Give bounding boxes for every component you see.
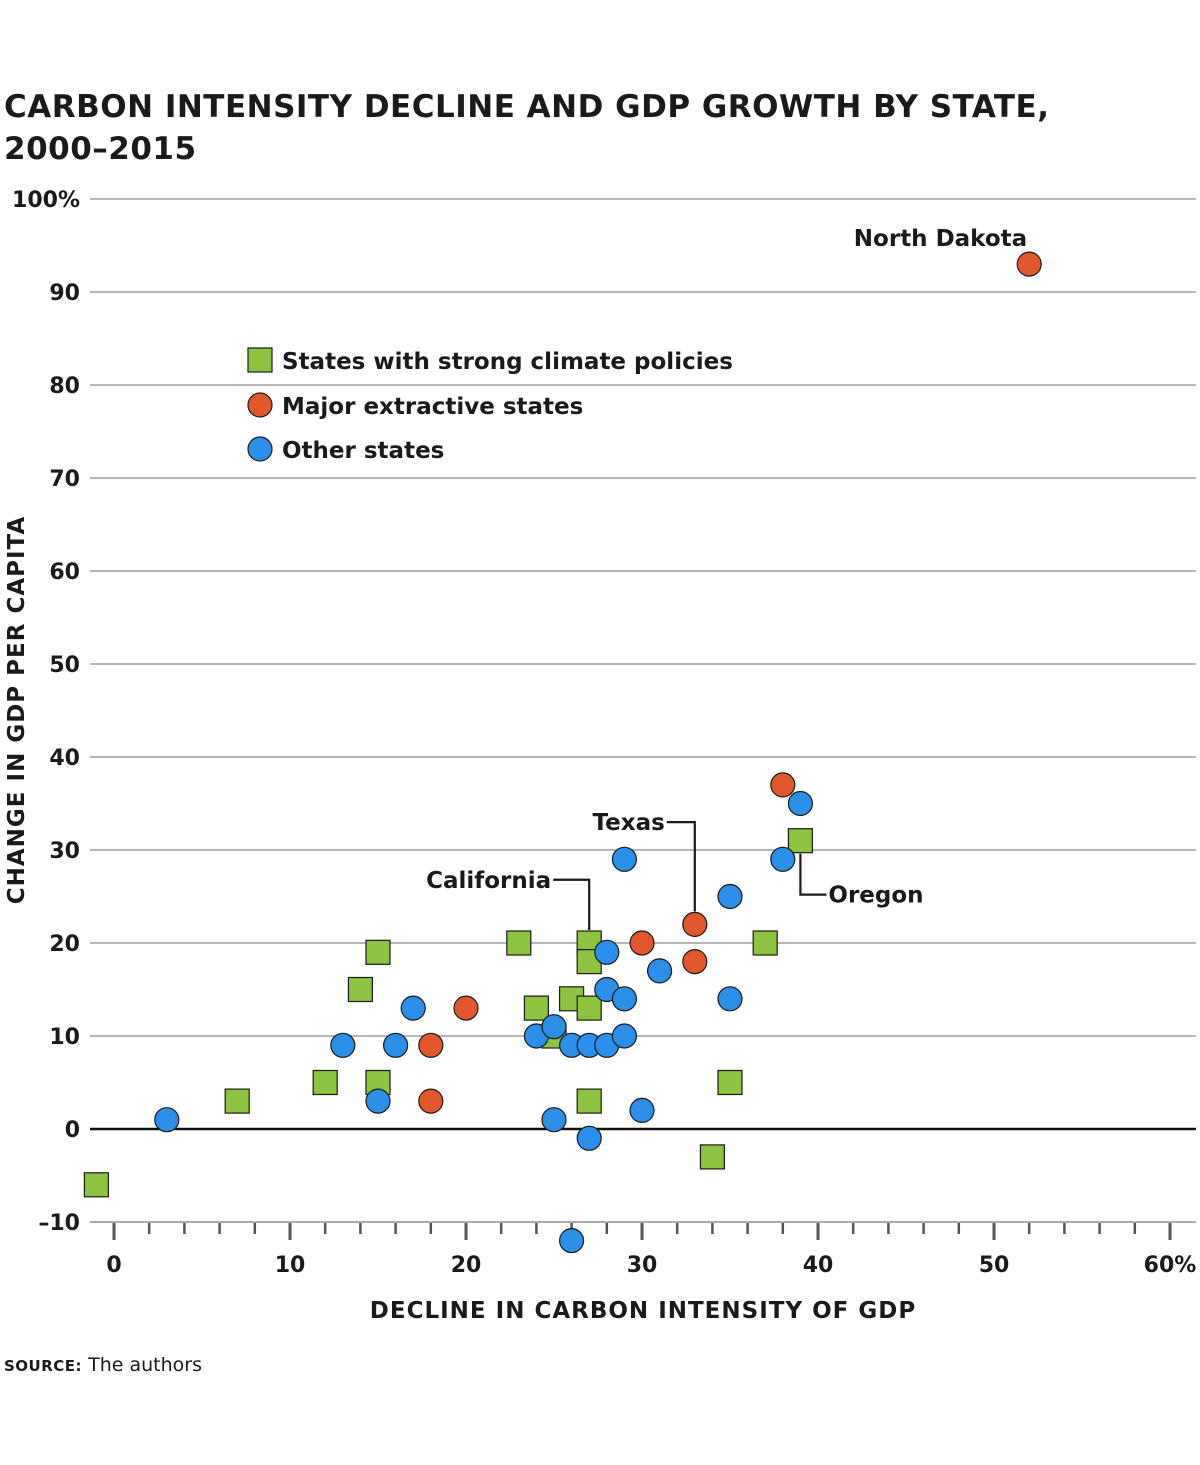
y-tick-label: 30 — [49, 839, 80, 864]
x-tick-label: 60% — [1144, 1253, 1197, 1278]
legend-entry-label: States with strong climate policies — [282, 349, 733, 375]
legend-circle-icon — [247, 436, 273, 462]
climate-policy-state-marker — [506, 930, 532, 956]
legend-square-icon — [247, 347, 273, 373]
source-label: SOURCE: — [4, 1357, 83, 1375]
y-axis-label: CHANGE IN GDP PER CAPITA — [4, 516, 30, 905]
x-tick-label: 0 — [106, 1253, 121, 1278]
y-tick-label: 80 — [49, 374, 80, 399]
x-tick-label: 10 — [275, 1253, 306, 1278]
y-tick-label: 20 — [49, 932, 80, 957]
y-tick-label: 0 — [65, 1118, 80, 1143]
extractive-state-marker — [629, 930, 655, 956]
climate-policy-state-marker — [576, 995, 602, 1021]
annotation-leaders — [553, 820, 827, 930]
climate-policy-state-marker — [365, 939, 391, 965]
other-state-marker — [646, 958, 673, 984]
other-state-marker — [629, 1097, 655, 1124]
other-state-marker — [558, 1227, 585, 1254]
climate-policy-state-marker — [752, 930, 778, 956]
source-note: SOURCE: The authors — [4, 1354, 202, 1376]
x-tick-label: 50 — [979, 1253, 1010, 1278]
extractive-state-marker — [418, 1032, 444, 1058]
y-tick-label: 90 — [49, 281, 80, 306]
other-state-marker — [787, 790, 814, 817]
legend-circle-icon — [247, 392, 273, 418]
other-state-marker — [611, 986, 638, 1012]
climate-policy-state-marker — [347, 976, 373, 1003]
chart-title: CARBON INTENSITY DECLINE AND GDP GROWTH … — [4, 89, 1050, 167]
annotations: North Dakota Texas California Oregon — [426, 226, 1027, 909]
other-state-marker — [576, 1125, 602, 1151]
other-state-marker — [594, 939, 620, 965]
climate-policy-state-marker — [83, 1172, 110, 1198]
y-axis-ticks: –10 0 10 20 30 40 50 60 70 80 90 100% — [12, 188, 80, 1236]
extractive-state-marker — [453, 995, 479, 1021]
climate-policy-state-marker — [224, 1088, 250, 1114]
legend-entry-label: Major extractive states — [282, 394, 583, 420]
source-text: The authors — [88, 1354, 202, 1376]
x-tick-label: 30 — [627, 1253, 658, 1278]
x-tick-label: 40 — [803, 1253, 834, 1278]
y-tick-label: 100% — [12, 188, 80, 213]
climate-policy-state-marker — [523, 995, 550, 1021]
other-state-marker — [717, 986, 743, 1012]
other-state-marker — [717, 883, 743, 910]
annotation-california: California — [426, 868, 551, 894]
y-tick-label: 60 — [49, 560, 80, 585]
extractive-state-marker — [418, 1088, 444, 1114]
other-state-marker — [154, 1107, 180, 1133]
other-state-marker — [770, 846, 796, 872]
legend-entry-label: Other states — [282, 438, 444, 464]
climate-policy-state-marker — [787, 828, 814, 854]
other-state-marker — [541, 1107, 567, 1133]
y-tick-label: 70 — [49, 467, 80, 492]
other-state-marker — [541, 1014, 567, 1040]
grid-lines — [90, 198, 1196, 1223]
x-tick-label: 20 — [451, 1253, 482, 1278]
climate-policy-state-marker — [717, 1069, 743, 1096]
other-state-marker — [611, 846, 638, 872]
climate-policy-state-marker — [576, 1088, 602, 1114]
annotation-texas: Texas — [593, 810, 665, 836]
leader-oregon — [799, 853, 827, 896]
y-tick-label: –10 — [38, 1211, 80, 1236]
climate-policy-state-marker — [312, 1069, 338, 1096]
leader-california — [553, 878, 591, 930]
y-tick-label: 40 — [49, 746, 80, 771]
extractive-state-marker — [770, 772, 796, 798]
extractive-state-marker — [682, 911, 708, 938]
x-axis-label: DECLINE IN CARBON INTENSITY OF GDP — [370, 1298, 916, 1324]
other-state-marker — [365, 1088, 391, 1114]
other-state-marker — [400, 995, 426, 1021]
other-state-marker — [330, 1032, 356, 1058]
legend: States with strong climate policies Major… — [247, 347, 733, 464]
y-tick-label: 50 — [49, 653, 80, 678]
annotation-oregon: Oregon — [828, 883, 923, 909]
x-axis: 0 10 20 30 40 50 60% — [90, 1221, 1197, 1278]
climate-policy-state-marker — [699, 1144, 726, 1170]
extractive-state-marker — [1016, 251, 1042, 277]
extractive-state-marker — [682, 948, 708, 975]
y-tick-label: 10 — [49, 1025, 80, 1050]
other-state-marker — [611, 1023, 638, 1049]
data-points — [83, 251, 1042, 1254]
scatter-chart: –10 0 10 20 30 40 50 60 70 80 90 100% 0 10 20 30 40 50 60… — [4, 188, 1197, 1324]
other-state-marker — [383, 1032, 409, 1058]
leader-texas — [666, 820, 696, 912]
annotation-north-dakota: North Dakota — [854, 226, 1027, 252]
